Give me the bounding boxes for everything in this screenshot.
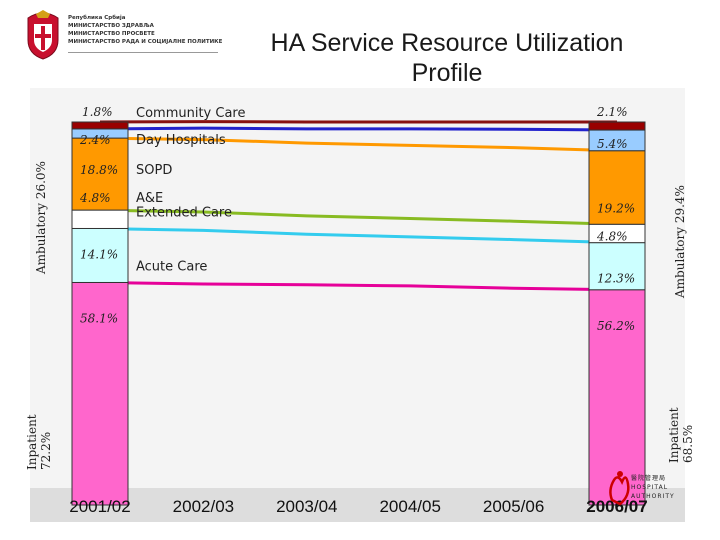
ha-logo-line: 醫院管理局	[631, 475, 667, 482]
value-label: 5.4%	[597, 137, 628, 151]
value-label: 1.8%	[82, 105, 113, 119]
ha-logo-line: AUTHORITY	[631, 493, 675, 500]
bar-segment-sopd	[71, 137, 129, 211]
series-lines	[99, 120, 618, 292]
series-name-a-e: A&E	[136, 191, 163, 206]
page-title: HA Service Resource Utilization Profile	[270, 29, 624, 87]
value-label: 2.4%	[79, 133, 111, 147]
plot-background	[30, 88, 685, 520]
group-labels: Ambulatory 26.0% Inpatient72.2% Ambulato…	[25, 161, 695, 470]
value-label: 12.3%	[597, 272, 635, 286]
series-name-sopd: SOPD	[136, 163, 172, 178]
series-line-extended-care	[99, 226, 618, 245]
category-label: 2004/05	[379, 497, 440, 516]
value-label: 4.8%	[79, 191, 111, 205]
series-name-day-hospitals: Day Hospitals	[136, 133, 226, 148]
right-ambulatory-label: Ambulatory 29.4%	[673, 185, 687, 299]
value-label: 14.1%	[80, 247, 118, 261]
ministry-header: Република Србија МИНИСТАРСТВО ЗДРАВЉА МИ…	[68, 14, 222, 46]
ha-logo-line: HOSPITAL	[631, 484, 669, 491]
value-labels: 58.1% 56.2% 14.1% 12.3% 4.8% 4.8% 18.8% 19.2% 2.…	[79, 105, 635, 333]
ministry-line: МИНИСТАРСТВО ПРОСВЕТЕ	[68, 31, 155, 37]
bar-segment-community-care	[71, 121, 129, 130]
series-line-day-hospitals	[99, 126, 618, 132]
category-label: 2002/03	[173, 497, 234, 516]
bar-segment-sopd	[588, 150, 646, 225]
hospital-authority-logo	[609, 471, 630, 506]
bar-segment-extended-care	[71, 227, 129, 283]
category-axis-band	[30, 488, 685, 522]
ministry-line: МИНИСТАРСТВО РАДА И СОЦИЈАЛНЕ ПОЛИТИКЕ	[68, 39, 223, 45]
value-label: 4.8%	[596, 229, 628, 243]
left-inpatient-label: Inpatient72.2%	[25, 414, 53, 470]
bar-segment-a-e	[71, 209, 129, 229]
header-divider	[68, 52, 218, 53]
category-labels: 2001/02 2002/03 2003/04 2004/05 2005/06 2006/…	[69, 497, 647, 516]
ha-logo-text: 醫院管理局 HOSPITAL AUTHORITY	[631, 474, 675, 501]
category-label: 2003/04	[276, 497, 337, 516]
category-label: 2006/07	[586, 497, 647, 516]
bar-segment-community-care	[588, 121, 646, 131]
stacked-bars	[71, 121, 646, 506]
value-label: 2.1%	[596, 105, 628, 119]
category-label: 2005/06	[483, 497, 544, 516]
series-name-community-care: Community Care	[136, 106, 245, 121]
series-line-sopd	[99, 136, 618, 153]
series-line-acute-care	[99, 280, 618, 292]
left-ambulatory-label: Ambulatory 26.0%	[34, 161, 48, 275]
series-line-a-e	[99, 208, 618, 226]
value-label: 56.2%	[597, 319, 635, 333]
coat-of-arms-icon	[27, 10, 59, 60]
series-name-extended-care: Extended Care	[136, 205, 232, 220]
bar-segment-acute-care	[71, 281, 129, 506]
bar-segment-acute-care	[588, 289, 646, 506]
series-name-acute-care: Acute Care	[136, 259, 207, 274]
ministry-line: Република Србија	[68, 15, 126, 21]
right-inpatient-label: Inpatient68.5%	[667, 407, 695, 463]
category-label: 2001/02	[69, 497, 130, 516]
value-label: 18.8%	[80, 163, 118, 177]
ministry-line: МИНИСТАРСТВО ЗДРАВЉА	[68, 23, 154, 29]
value-label: 19.2%	[597, 202, 635, 216]
value-label: 58.1%	[80, 311, 118, 325]
bar-segment-extended-care	[588, 242, 646, 291]
